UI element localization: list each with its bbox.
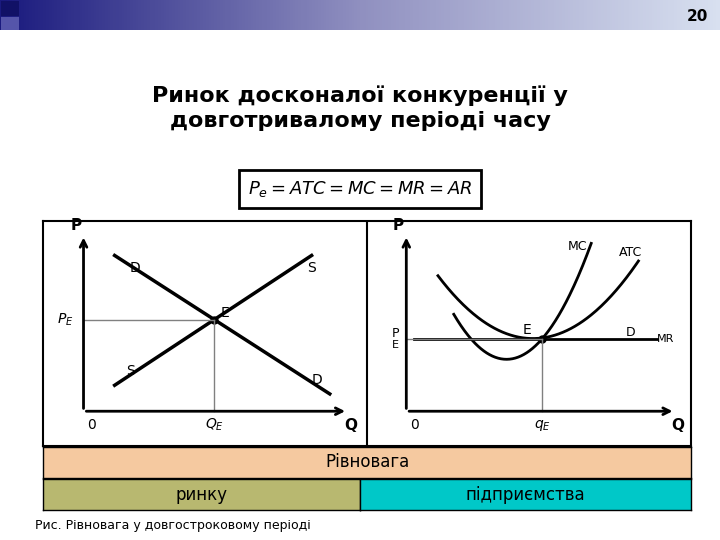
Text: S: S [307,261,316,274]
Text: Ринок досконалої конкуренції у
довготривалому періоді часу: Ринок досконалої конкуренції у довготрив… [152,85,568,131]
Text: S: S [126,364,135,379]
Text: $q_E$: $q_E$ [534,417,551,433]
Text: E: E [220,306,229,320]
Text: D: D [312,373,322,387]
Text: підприємства: підприємства [466,485,585,504]
Text: MR: MR [657,334,674,343]
Text: $P_E$: $P_E$ [57,312,73,328]
Text: Q: Q [672,417,685,433]
Text: D: D [626,326,635,339]
Text: Рис. Рівновага у довгостроковому періоді: Рис. Рівновага у довгостроковому періоді [35,519,311,532]
Text: 0: 0 [410,418,418,432]
Text: 20: 20 [687,9,708,24]
Text: E: E [392,340,400,350]
Text: Рівновага: Рівновага [325,453,410,471]
Text: 0: 0 [87,418,96,432]
Text: ринку: ринку [176,485,228,504]
Bar [1,17,19,30]
Text: P: P [70,218,81,233]
Text: E: E [522,323,531,337]
Text: $Q_E$: $Q_E$ [204,417,224,433]
Text: P: P [393,218,404,233]
Text: $P_e = ATC = MC = MR = AR$: $P_e = ATC = MC = MR = AR$ [248,179,472,199]
Text: Q: Q [344,417,357,433]
Text: ATC: ATC [619,246,642,259]
Bar [1,2,19,16]
Text: D: D [130,261,140,274]
Text: P: P [392,327,400,340]
Text: MC: MC [568,240,588,253]
